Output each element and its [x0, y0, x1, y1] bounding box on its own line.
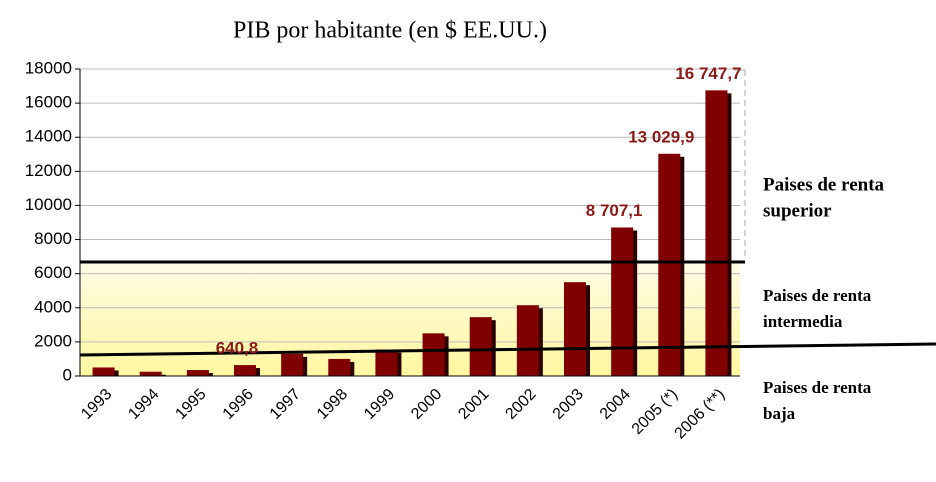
bar [281, 353, 304, 376]
bar [564, 282, 586, 376]
x-tick-label: 1997 [267, 386, 304, 423]
y-tick-label: 16000 [25, 93, 72, 112]
annotation: Paises de renta [763, 174, 885, 195]
x-tick-label: 1993 [78, 386, 115, 423]
bar [328, 358, 351, 376]
x-tick-label: 1996 [220, 386, 257, 423]
x-tick-label: 2001 [455, 386, 492, 423]
y-tick-label: 14000 [25, 127, 72, 146]
y-tick-label: 2000 [34, 331, 72, 350]
bar [234, 365, 256, 376]
x-tick-label: 1998 [314, 386, 351, 423]
annotation: Paises de renta [763, 286, 872, 305]
bar [375, 349, 398, 376]
annotation: superior [763, 200, 832, 221]
value-label: 640,8 [216, 339, 259, 358]
chart-title: PIB por habitante (en $ EE.UU.) [233, 18, 547, 44]
bar [658, 153, 681, 376]
bar [92, 367, 115, 376]
x-tick-label: 1994 [125, 386, 162, 423]
bar [705, 90, 728, 376]
y-tick-label: 12000 [25, 161, 72, 180]
annotation: intermedia [763, 312, 843, 331]
y-tick-label: 10000 [25, 195, 72, 214]
y-tick-label: 8000 [34, 229, 72, 248]
y-tick-label: 18000 [25, 58, 72, 77]
value-label: 8 707,1 [586, 201, 643, 220]
bar [422, 333, 445, 376]
y-tick-label: 0 [63, 365, 72, 384]
x-tick-label: 2003 [550, 386, 587, 423]
x-tick-label: 2002 [502, 386, 539, 423]
bar [139, 371, 162, 376]
bar [186, 370, 209, 376]
x-tick-label: 2004 [597, 386, 634, 423]
bar [516, 305, 539, 376]
x-tick-label: 1995 [172, 386, 209, 423]
x-tick-label: 1999 [361, 386, 398, 423]
x-tick-label: 2006 (**) [672, 386, 729, 443]
annotation: baja [763, 404, 796, 423]
value-label: 13 029,9 [628, 127, 694, 146]
bar [469, 317, 492, 376]
annotation: Paises de renta [763, 378, 872, 397]
threshold-line [79, 342, 936, 357]
x-tick-label: 2000 [408, 386, 445, 423]
income-band [80, 262, 740, 376]
bar [611, 227, 634, 376]
y-tick-label: 4000 [34, 297, 72, 316]
y-tick-label: 6000 [34, 263, 72, 282]
value-label: 16 747,7 [675, 64, 741, 83]
